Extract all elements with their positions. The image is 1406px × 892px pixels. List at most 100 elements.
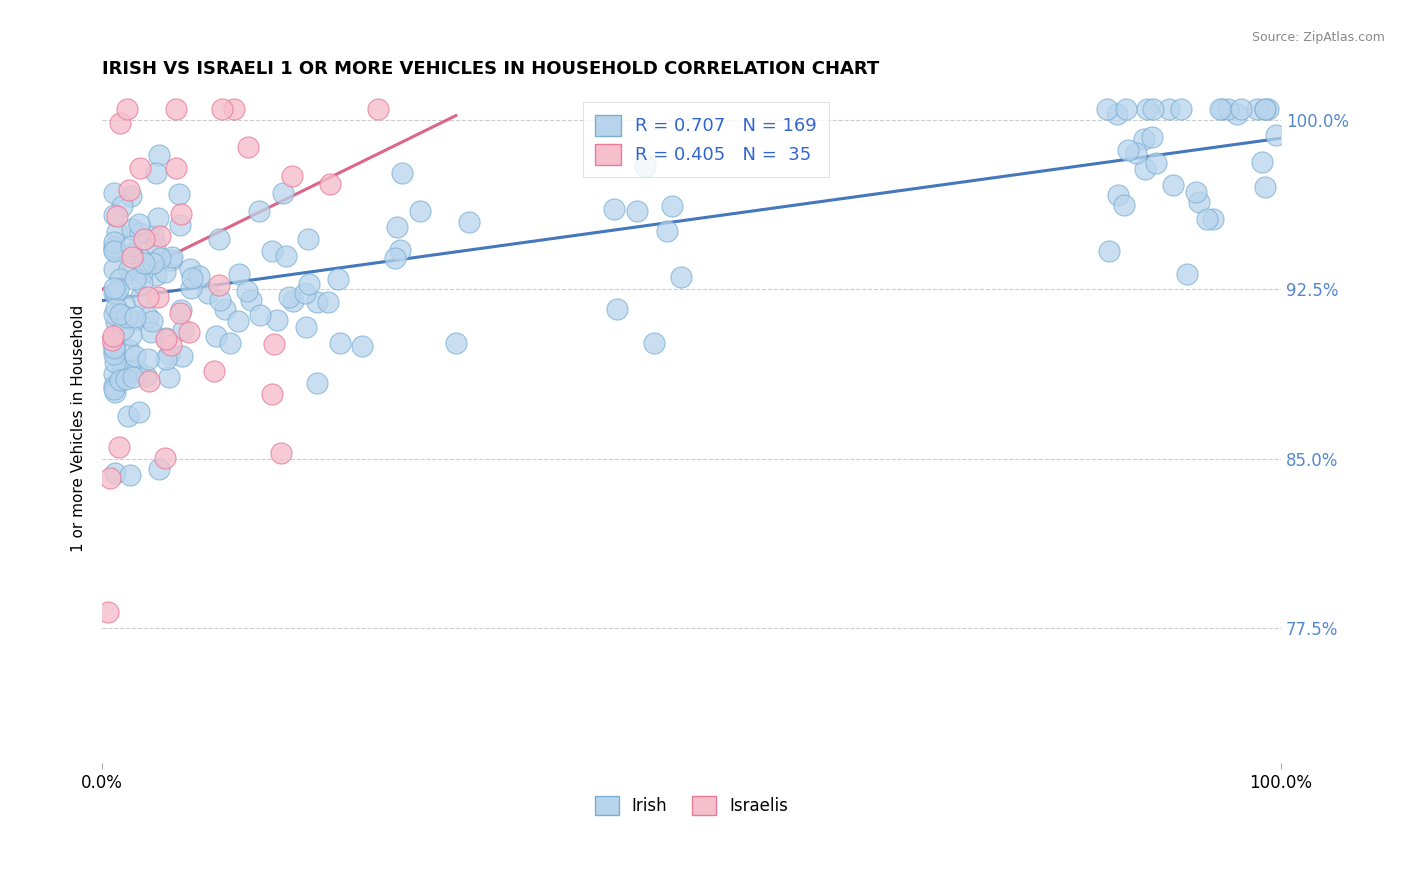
Point bbox=[661, 199, 683, 213]
Point bbox=[179, 262, 201, 277]
Point bbox=[458, 215, 481, 229]
Point bbox=[180, 281, 202, 295]
Point bbox=[385, 219, 408, 234]
Point bbox=[1253, 180, 1275, 194]
Point bbox=[262, 244, 284, 258]
Point bbox=[108, 271, 131, 285]
Point bbox=[1175, 267, 1198, 281]
Point bbox=[103, 337, 125, 351]
Point bbox=[1142, 129, 1164, 144]
Point bbox=[1107, 187, 1129, 202]
Point bbox=[128, 405, 150, 419]
Point bbox=[1185, 185, 1208, 199]
Point bbox=[124, 313, 146, 327]
Point bbox=[643, 335, 665, 350]
Point bbox=[1208, 102, 1230, 116]
Point bbox=[160, 338, 183, 352]
Point bbox=[1133, 131, 1156, 145]
Point bbox=[1246, 102, 1268, 116]
Point bbox=[277, 290, 299, 304]
Point bbox=[169, 306, 191, 320]
Point bbox=[104, 301, 127, 315]
Point bbox=[121, 251, 143, 265]
Point bbox=[187, 269, 209, 284]
Point bbox=[209, 293, 232, 307]
Point bbox=[148, 148, 170, 162]
Point bbox=[1218, 102, 1240, 116]
Point bbox=[197, 285, 219, 300]
Point bbox=[1254, 102, 1277, 116]
Point bbox=[112, 361, 135, 376]
Point bbox=[124, 272, 146, 286]
Point bbox=[103, 281, 125, 295]
Point bbox=[103, 347, 125, 361]
Point bbox=[111, 199, 134, 213]
Point bbox=[141, 314, 163, 328]
Point bbox=[1251, 155, 1274, 169]
Point bbox=[105, 225, 128, 239]
Point bbox=[134, 256, 156, 270]
Point bbox=[103, 367, 125, 381]
Y-axis label: 1 or more Vehicles in Household: 1 or more Vehicles in Household bbox=[72, 304, 86, 552]
Point bbox=[305, 294, 328, 309]
Point bbox=[606, 302, 628, 317]
Point bbox=[136, 290, 159, 304]
Point bbox=[1144, 156, 1167, 170]
Point bbox=[136, 352, 159, 367]
Point bbox=[121, 246, 143, 260]
Point bbox=[103, 337, 125, 351]
Point bbox=[202, 364, 225, 378]
Point bbox=[211, 102, 233, 116]
Point bbox=[103, 342, 125, 356]
Point bbox=[263, 337, 285, 351]
Point bbox=[179, 325, 201, 339]
Point bbox=[238, 140, 260, 154]
Point bbox=[1095, 102, 1118, 116]
Point bbox=[316, 294, 339, 309]
Point bbox=[235, 284, 257, 298]
Point bbox=[297, 277, 319, 291]
Point bbox=[105, 285, 128, 300]
Point bbox=[170, 207, 193, 221]
Point bbox=[129, 226, 152, 240]
Point bbox=[145, 166, 167, 180]
Point bbox=[1170, 102, 1192, 116]
Point bbox=[139, 325, 162, 339]
Point bbox=[329, 335, 352, 350]
Point bbox=[125, 363, 148, 377]
Point bbox=[118, 468, 141, 483]
Text: IRISH VS ISRAELI 1 OR MORE VEHICLES IN HOUSEHOLD CORRELATION CHART: IRISH VS ISRAELI 1 OR MORE VEHICLES IN H… bbox=[103, 60, 880, 78]
Point bbox=[155, 331, 177, 345]
Point bbox=[145, 268, 167, 282]
Point bbox=[108, 373, 131, 387]
Point bbox=[350, 339, 373, 353]
Point bbox=[169, 219, 191, 233]
Point bbox=[103, 354, 125, 368]
Point bbox=[142, 256, 165, 270]
Point bbox=[129, 161, 152, 176]
Point bbox=[170, 349, 193, 363]
Point bbox=[103, 379, 125, 393]
Point bbox=[103, 186, 125, 200]
Point bbox=[319, 177, 342, 191]
Point bbox=[294, 319, 316, 334]
Point bbox=[129, 289, 152, 303]
Point bbox=[115, 372, 138, 386]
Point bbox=[328, 272, 350, 286]
Point bbox=[117, 409, 139, 423]
Point bbox=[247, 204, 270, 219]
Point bbox=[1197, 212, 1219, 227]
Point bbox=[117, 102, 139, 116]
Point bbox=[603, 202, 626, 216]
Point bbox=[669, 270, 692, 285]
Point bbox=[103, 208, 125, 222]
Point bbox=[260, 387, 283, 401]
Point bbox=[166, 102, 188, 116]
Point bbox=[633, 159, 655, 173]
Point bbox=[128, 217, 150, 231]
Point bbox=[165, 161, 187, 175]
Point bbox=[224, 102, 246, 116]
Point bbox=[1202, 211, 1225, 226]
Point bbox=[108, 307, 131, 321]
Point bbox=[207, 278, 229, 293]
